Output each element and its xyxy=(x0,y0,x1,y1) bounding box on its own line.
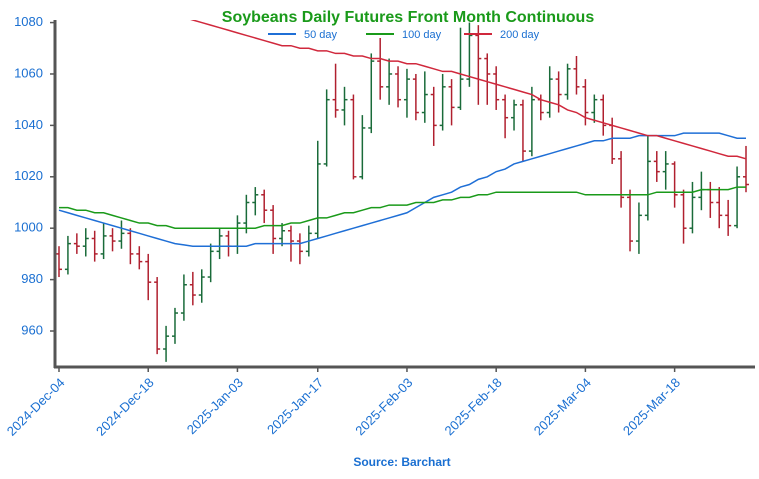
x-tick-label: 2025-Jan-17 xyxy=(264,375,326,437)
ma-line xyxy=(58,132,746,247)
y-tick-label: 960 xyxy=(21,322,43,337)
legend-label: 50 day xyxy=(304,29,338,41)
x-tick-label: 2025-Mar-04 xyxy=(531,375,594,438)
y-tick-label: 1020 xyxy=(14,168,43,183)
source-note: Source: Barchart xyxy=(353,455,450,469)
legend-label: 100 day xyxy=(402,29,442,41)
legend-label: 200 day xyxy=(500,29,540,41)
y-tick-label: 1000 xyxy=(14,220,43,235)
x-tick-label: 2025-Feb-18 xyxy=(441,375,504,438)
plot-area xyxy=(56,20,749,362)
chart-title: Soybeans Daily Futures Front Month Conti… xyxy=(222,9,595,26)
x-tick-label: 2024-Dec-04 xyxy=(4,375,68,439)
y-tick-label: 1080 xyxy=(14,14,43,29)
x-tick-label: 2024-Dec-18 xyxy=(93,375,157,439)
ma-line xyxy=(59,186,746,229)
y-tick-label: 980 xyxy=(21,271,43,286)
y-tick-label: 1040 xyxy=(14,117,43,132)
y-tick-label: 1060 xyxy=(14,65,43,80)
ma-line xyxy=(190,20,747,160)
x-tick-label: 2025-Feb-03 xyxy=(352,375,415,438)
x-tick-label: 2025-Mar-18 xyxy=(620,375,683,438)
x-tick-label: 2025-Jan-03 xyxy=(184,375,246,437)
